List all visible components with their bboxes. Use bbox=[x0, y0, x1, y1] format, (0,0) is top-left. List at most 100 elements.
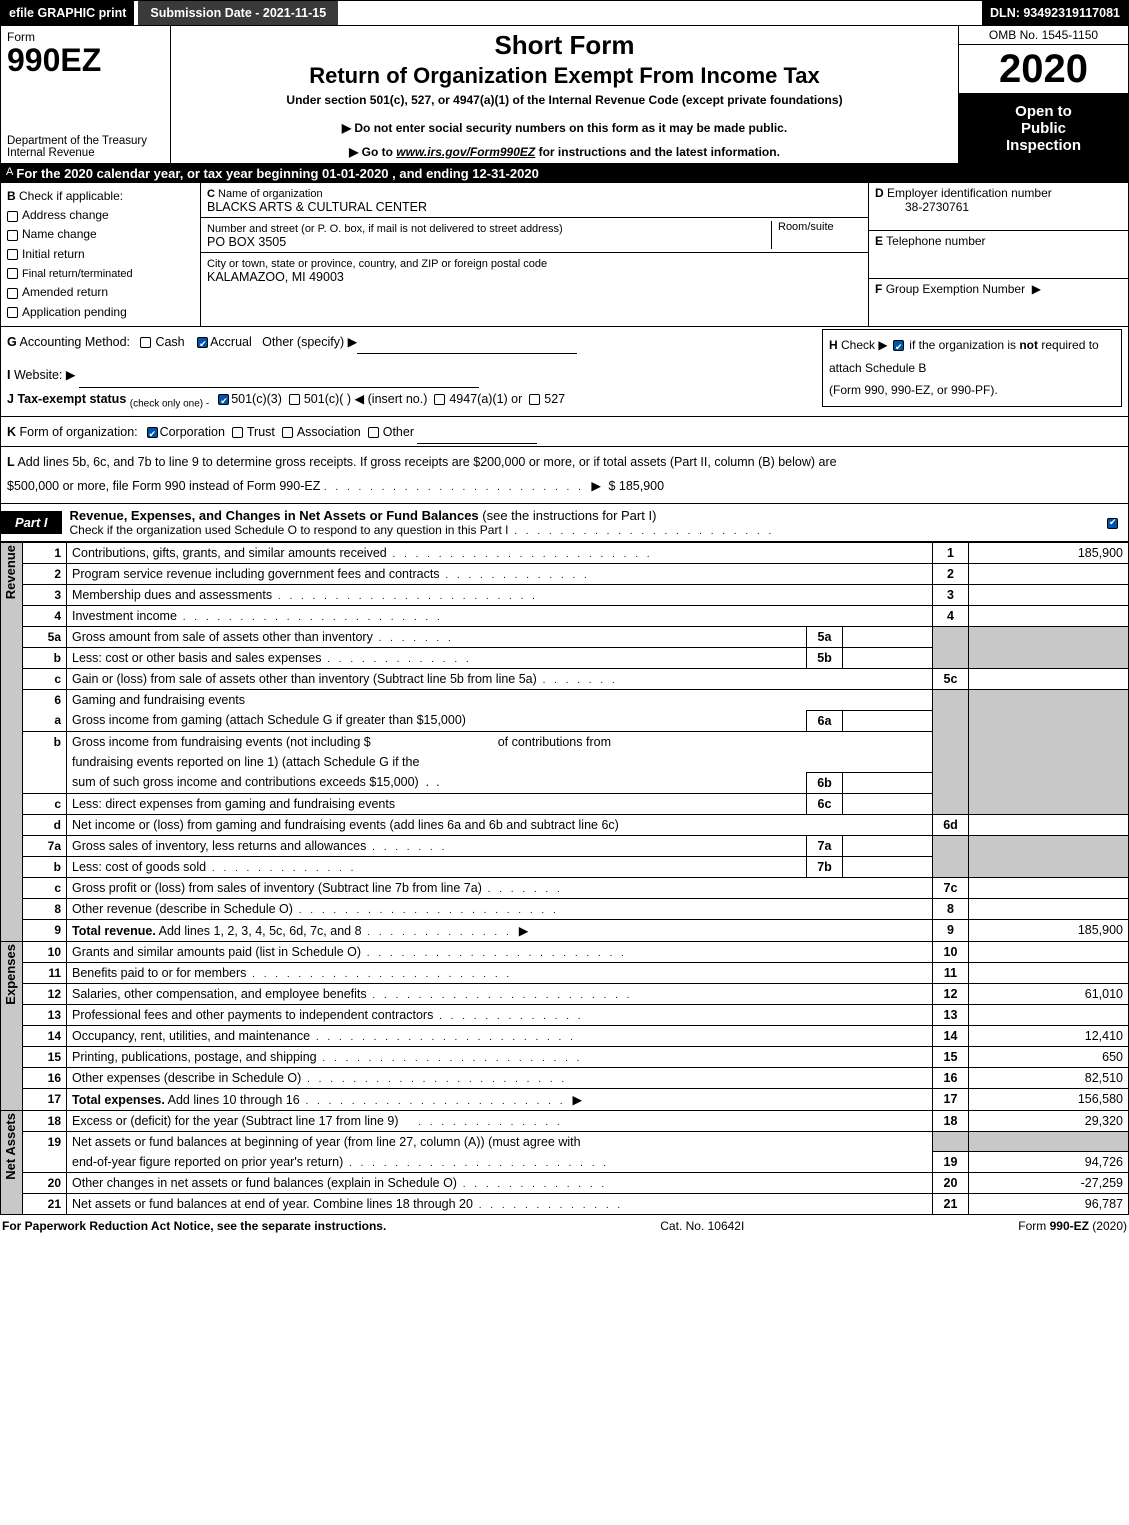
checkbox-501c[interactable] bbox=[289, 394, 300, 405]
checkbox-accrual[interactable] bbox=[197, 337, 208, 348]
submission-date-badge: Submission Date - 2021-11-15 bbox=[138, 1, 338, 25]
line-desc-3: fundraising events reported on line 1) (… bbox=[67, 752, 933, 773]
row-num: 7a bbox=[23, 835, 67, 856]
line-num: 13 bbox=[933, 1004, 969, 1025]
j-sub: (check only one) - bbox=[130, 399, 209, 410]
revenue-section-label: Revenue bbox=[1, 543, 20, 601]
line-desc-4: sum of such gross income and contributio… bbox=[72, 775, 419, 789]
amount: 96,787 bbox=[969, 1194, 1129, 1215]
line-desc: Occupancy, rent, utilities, and maintena… bbox=[72, 1029, 310, 1043]
checkbox-application-pending[interactable] bbox=[7, 307, 18, 318]
row-num: 13 bbox=[23, 1004, 67, 1025]
mini-line-num: 7a bbox=[807, 835, 843, 856]
checkbox-527[interactable] bbox=[529, 394, 540, 405]
checkbox-initial-return[interactable] bbox=[7, 249, 18, 260]
info-right: D Employer identification number 38-2730… bbox=[868, 183, 1128, 326]
line-num: 2 bbox=[933, 563, 969, 584]
table-row: b Less: cost of goods sold 7b bbox=[1, 856, 1129, 877]
row-num: c bbox=[23, 877, 67, 898]
checkbox-name-change[interactable] bbox=[7, 230, 18, 241]
return-title: Return of Organization Exempt From Incom… bbox=[179, 63, 950, 89]
amount: 82,510 bbox=[969, 1067, 1129, 1088]
accounting-method-label: Accounting Method: bbox=[20, 335, 131, 349]
checkbox-501c3[interactable] bbox=[218, 394, 229, 405]
h-text-1: Check ▶ bbox=[841, 338, 888, 352]
line-num: 21 bbox=[933, 1194, 969, 1215]
go-to-link-line: Go to www.irs.gov/Form990EZ for instruct… bbox=[179, 145, 950, 159]
checkbox-corporation[interactable] bbox=[147, 427, 158, 438]
short-form-title: Short Form bbox=[179, 30, 950, 61]
row-num: 12 bbox=[23, 983, 67, 1004]
line-desc: Gross amount from sale of assets other t… bbox=[72, 630, 373, 644]
table-row: 3 Membership dues and assessments 3 bbox=[1, 584, 1129, 605]
amount bbox=[969, 962, 1129, 983]
amount: 12,410 bbox=[969, 1025, 1129, 1046]
form-ref-num: 990-EZ bbox=[1050, 1219, 1089, 1233]
checkbox-schedule-o-part1[interactable] bbox=[1107, 518, 1118, 529]
h-text-2: if the organization is bbox=[909, 338, 1019, 352]
tax-year: 2020 bbox=[959, 45, 1128, 93]
city-label: City or town, state or province, country… bbox=[207, 258, 547, 270]
table-row: d Net income or (loss) from gaming and f… bbox=[1, 814, 1129, 835]
row-num: b bbox=[23, 647, 67, 668]
table-row: 6 Gaming and fundraising events bbox=[1, 689, 1129, 710]
efile-print-button[interactable]: efile GRAPHIC print bbox=[1, 1, 134, 25]
section-l-label: L bbox=[7, 455, 15, 469]
checkbox-other-org[interactable] bbox=[368, 427, 379, 438]
website-input[interactable] bbox=[79, 374, 479, 388]
checkbox-cash[interactable] bbox=[140, 337, 151, 348]
amount bbox=[969, 1004, 1129, 1025]
checkbox-address-change[interactable] bbox=[7, 211, 18, 222]
line-desc: Net income or (loss) from gaming and fun… bbox=[72, 818, 619, 832]
line-num: 10 bbox=[933, 941, 969, 962]
part-1-header: Part I Revenue, Expenses, and Changes in… bbox=[0, 504, 1129, 542]
checkbox-trust[interactable] bbox=[232, 427, 243, 438]
part-1-title-text: Revenue, Expenses, and Changes in Net As… bbox=[70, 508, 479, 523]
checkbox-amended-return[interactable] bbox=[7, 288, 18, 299]
501c3-label: 501(c)(3) bbox=[231, 392, 282, 406]
line-bold: Total expenses. bbox=[72, 1093, 165, 1107]
line-desc: Net assets or fund balances at end of ye… bbox=[72, 1197, 473, 1211]
other-org-input[interactable] bbox=[417, 430, 537, 444]
row-num: 6 bbox=[23, 689, 67, 710]
open-line-1: Open to bbox=[963, 103, 1124, 120]
amount bbox=[969, 563, 1129, 584]
line-num: 17 bbox=[933, 1088, 969, 1110]
header-center: Short Form Return of Organization Exempt… bbox=[171, 26, 958, 163]
expenses-section-label: Expenses bbox=[1, 942, 20, 1007]
gross-receipts-value: $ 185,900 bbox=[608, 479, 664, 493]
line-num: 3 bbox=[933, 584, 969, 605]
table-row: end-of-year figure reported on prior yea… bbox=[1, 1152, 1129, 1173]
table-row: 4 Investment income 4 bbox=[1, 605, 1129, 626]
line-desc: Salaries, other compensation, and employ… bbox=[72, 987, 367, 1001]
checkbox-4947[interactable] bbox=[434, 394, 445, 405]
line-desc: Excess or (deficit) for the year (Subtra… bbox=[72, 1114, 399, 1128]
line-desc: Less: direct expenses from gaming and fu… bbox=[72, 797, 395, 811]
checkbox-final-return[interactable] bbox=[7, 268, 18, 279]
other-specify-input[interactable] bbox=[357, 340, 577, 354]
row-num: 21 bbox=[23, 1194, 67, 1215]
table-row: c Gain or (loss) from sale of assets oth… bbox=[1, 668, 1129, 689]
amount bbox=[969, 668, 1129, 689]
dept-text: Department of the Treasury bbox=[7, 135, 147, 147]
room-suite-label: Room/suite bbox=[772, 221, 862, 249]
section-l: L Add lines 5b, 6c, and 7b to line 9 to … bbox=[1, 446, 1128, 499]
line-desc: Printing, publications, postage, and shi… bbox=[72, 1050, 317, 1064]
line-desc: Less: cost of goods sold bbox=[72, 860, 206, 874]
checkbox-association[interactable] bbox=[282, 427, 293, 438]
line-num: 8 bbox=[933, 898, 969, 919]
mini-amount bbox=[843, 793, 933, 814]
row-num: 5a bbox=[23, 626, 67, 647]
section-i-label: I bbox=[7, 368, 10, 382]
line-desc: Grants and similar amounts paid (list in… bbox=[72, 945, 361, 959]
table-row: sum of such gross income and contributio… bbox=[1, 772, 1129, 793]
line-desc: Benefits paid to or for members bbox=[72, 966, 246, 980]
line-desc: Professional fees and other payments to … bbox=[72, 1008, 433, 1022]
checkbox-schedule-b-not-required[interactable] bbox=[893, 340, 904, 351]
section-c: C Name of organization BLACKS ARTS & CUL… bbox=[201, 183, 868, 326]
section-c-label: C bbox=[207, 188, 215, 200]
paperwork-notice: For Paperwork Reduction Act Notice, see … bbox=[2, 1219, 386, 1233]
row-num: 1 bbox=[23, 542, 67, 563]
line-desc-1: Net assets or fund balances at beginning… bbox=[67, 1131, 933, 1152]
irs-link[interactable]: www.irs.gov/Form990EZ bbox=[396, 145, 535, 159]
